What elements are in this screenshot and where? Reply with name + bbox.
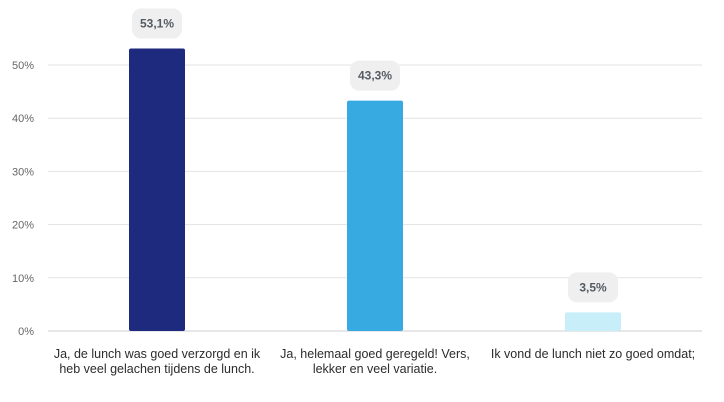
x-category-label: Ja, helemaal goed geregeld! Vers, lekker… — [280, 347, 470, 376]
data-label-bubble — [350, 60, 400, 91]
y-tick-label: 40% — [12, 113, 34, 125]
x-category-label: Ik vond de lunch niet zo goed omdat; — [490, 347, 696, 361]
y-tick-label: 20% — [12, 220, 34, 232]
data-label-bubble — [132, 8, 182, 39]
bar — [347, 100, 403, 331]
bar — [565, 312, 621, 331]
data-label: 3,5% — [579, 280, 607, 294]
y-tick-label: 0% — [18, 326, 34, 338]
bars — [129, 48, 621, 332]
data-label: 53,1% — [140, 17, 174, 31]
data-labels: 53,1% 43,3% 3,5% — [132, 8, 618, 303]
y-tick-label: 10% — [12, 273, 34, 285]
x-category-label: Ja, de lunch was goed verzorgd en ik heb… — [53, 347, 261, 376]
data-label-bubble — [568, 272, 618, 303]
y-tick-label: 30% — [12, 166, 34, 178]
y-axis-ticks: 0% 10% 20% 30% 40% 50% — [12, 60, 34, 338]
data-label: 43,3% — [358, 69, 392, 83]
y-tick-label: 50% — [12, 60, 34, 72]
bar — [129, 48, 185, 332]
